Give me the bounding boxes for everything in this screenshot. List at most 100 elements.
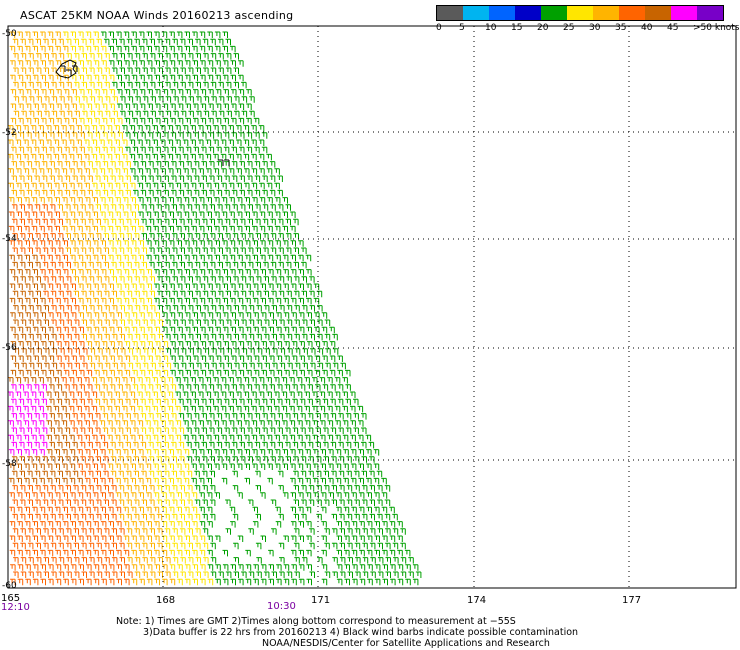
wind-barb [225,233,231,240]
wind-barb [269,413,276,420]
legend-swatch [541,6,567,20]
wind-barb [82,110,88,118]
wind-barb [317,348,324,355]
wind-barb [306,297,312,305]
wind-barb [9,549,16,557]
wind-barb [254,398,260,406]
wind-barb [84,139,90,146]
wind-barb [214,197,220,204]
wind-barb [201,441,207,449]
wind-barb [13,348,20,355]
wind-barb [154,564,160,571]
wind-barb [381,492,388,499]
wind-barb [116,521,122,528]
wind-barb [315,441,321,449]
wind-barb [369,528,376,535]
wind-barb [299,369,305,377]
wind-barb [200,89,207,96]
wind-barb [192,74,198,82]
wind-barb [200,103,207,110]
wind-barb [142,110,149,118]
wind-barb [245,312,252,319]
wind-barb [80,204,86,211]
wind-barb [168,182,174,190]
wind-barb [245,269,251,276]
wind-barb [140,132,146,139]
wind-barb [274,463,281,470]
wind-barb [187,233,193,240]
wind-barb [274,168,280,175]
wind-barb [147,103,153,110]
wind-barb [103,204,109,211]
wind-barb [12,247,18,254]
wind-barb [57,204,63,211]
wind-barb [168,240,175,247]
wind-barb [130,182,136,190]
wind-barb [228,377,234,384]
wind-barb [255,247,261,254]
wind-barb [180,96,187,103]
wind-barb [144,139,151,146]
wind-barb [61,405,67,413]
wind-barb [131,60,138,67]
wind-barb [369,485,375,492]
wind-barb [291,578,297,586]
wind-barb [179,542,186,550]
wind-barb [40,31,46,38]
wind-barb [108,312,115,319]
wind-barb [20,305,27,312]
wind-barb [298,578,305,586]
wind-barb [228,405,234,413]
wind-barb [233,67,239,74]
wind-barb [21,96,27,103]
wind-barb [49,456,56,463]
wind-barb [289,405,295,413]
wind-barb [210,557,217,564]
wind-barb [132,146,139,154]
wind-barb [11,398,17,406]
wind-barb [62,521,69,528]
wind-barb [225,53,232,60]
wind-barb [111,290,117,298]
wind-barb [255,218,261,226]
wind-barb [231,132,237,139]
note-line-1: Note: 1) Times are GMT 2)Times along bot… [116,616,516,627]
wind-barb [400,557,407,564]
wind-barb [47,283,54,290]
wind-barb [293,470,299,478]
wind-barb [81,305,87,312]
wind-barb [48,326,54,334]
wind-barb [359,535,365,542]
wind-barb [96,67,103,74]
wind-barb [61,168,68,175]
wind-barb [100,477,106,485]
wind-barb [139,355,146,362]
wind-barb [27,38,34,46]
wind-barb [88,290,95,298]
wind-barb [123,45,130,53]
wind-barb [271,290,277,298]
wind-barb [81,53,87,60]
wind-barb [20,53,27,60]
wind-barb [239,189,245,197]
wind-barb [87,470,94,478]
wind-barb [110,427,116,434]
wind-barb [183,434,189,442]
wind-barb [56,103,62,110]
wind-barb [324,571,331,578]
wind-barb [209,441,215,449]
wind-barb [251,434,258,442]
wind-barb [183,197,190,204]
wind-barb [145,182,151,190]
wind-barb [8,434,14,442]
wind-barb [186,427,192,434]
wind-barb [111,513,117,521]
wind-barb [40,312,46,319]
wind-barb [24,254,30,262]
wind-barb [19,499,26,506]
wind-barb [202,528,209,535]
wind-barb [43,38,49,46]
wind-barb [163,175,169,182]
wind-barb [199,492,205,499]
wind-barb [190,405,196,413]
